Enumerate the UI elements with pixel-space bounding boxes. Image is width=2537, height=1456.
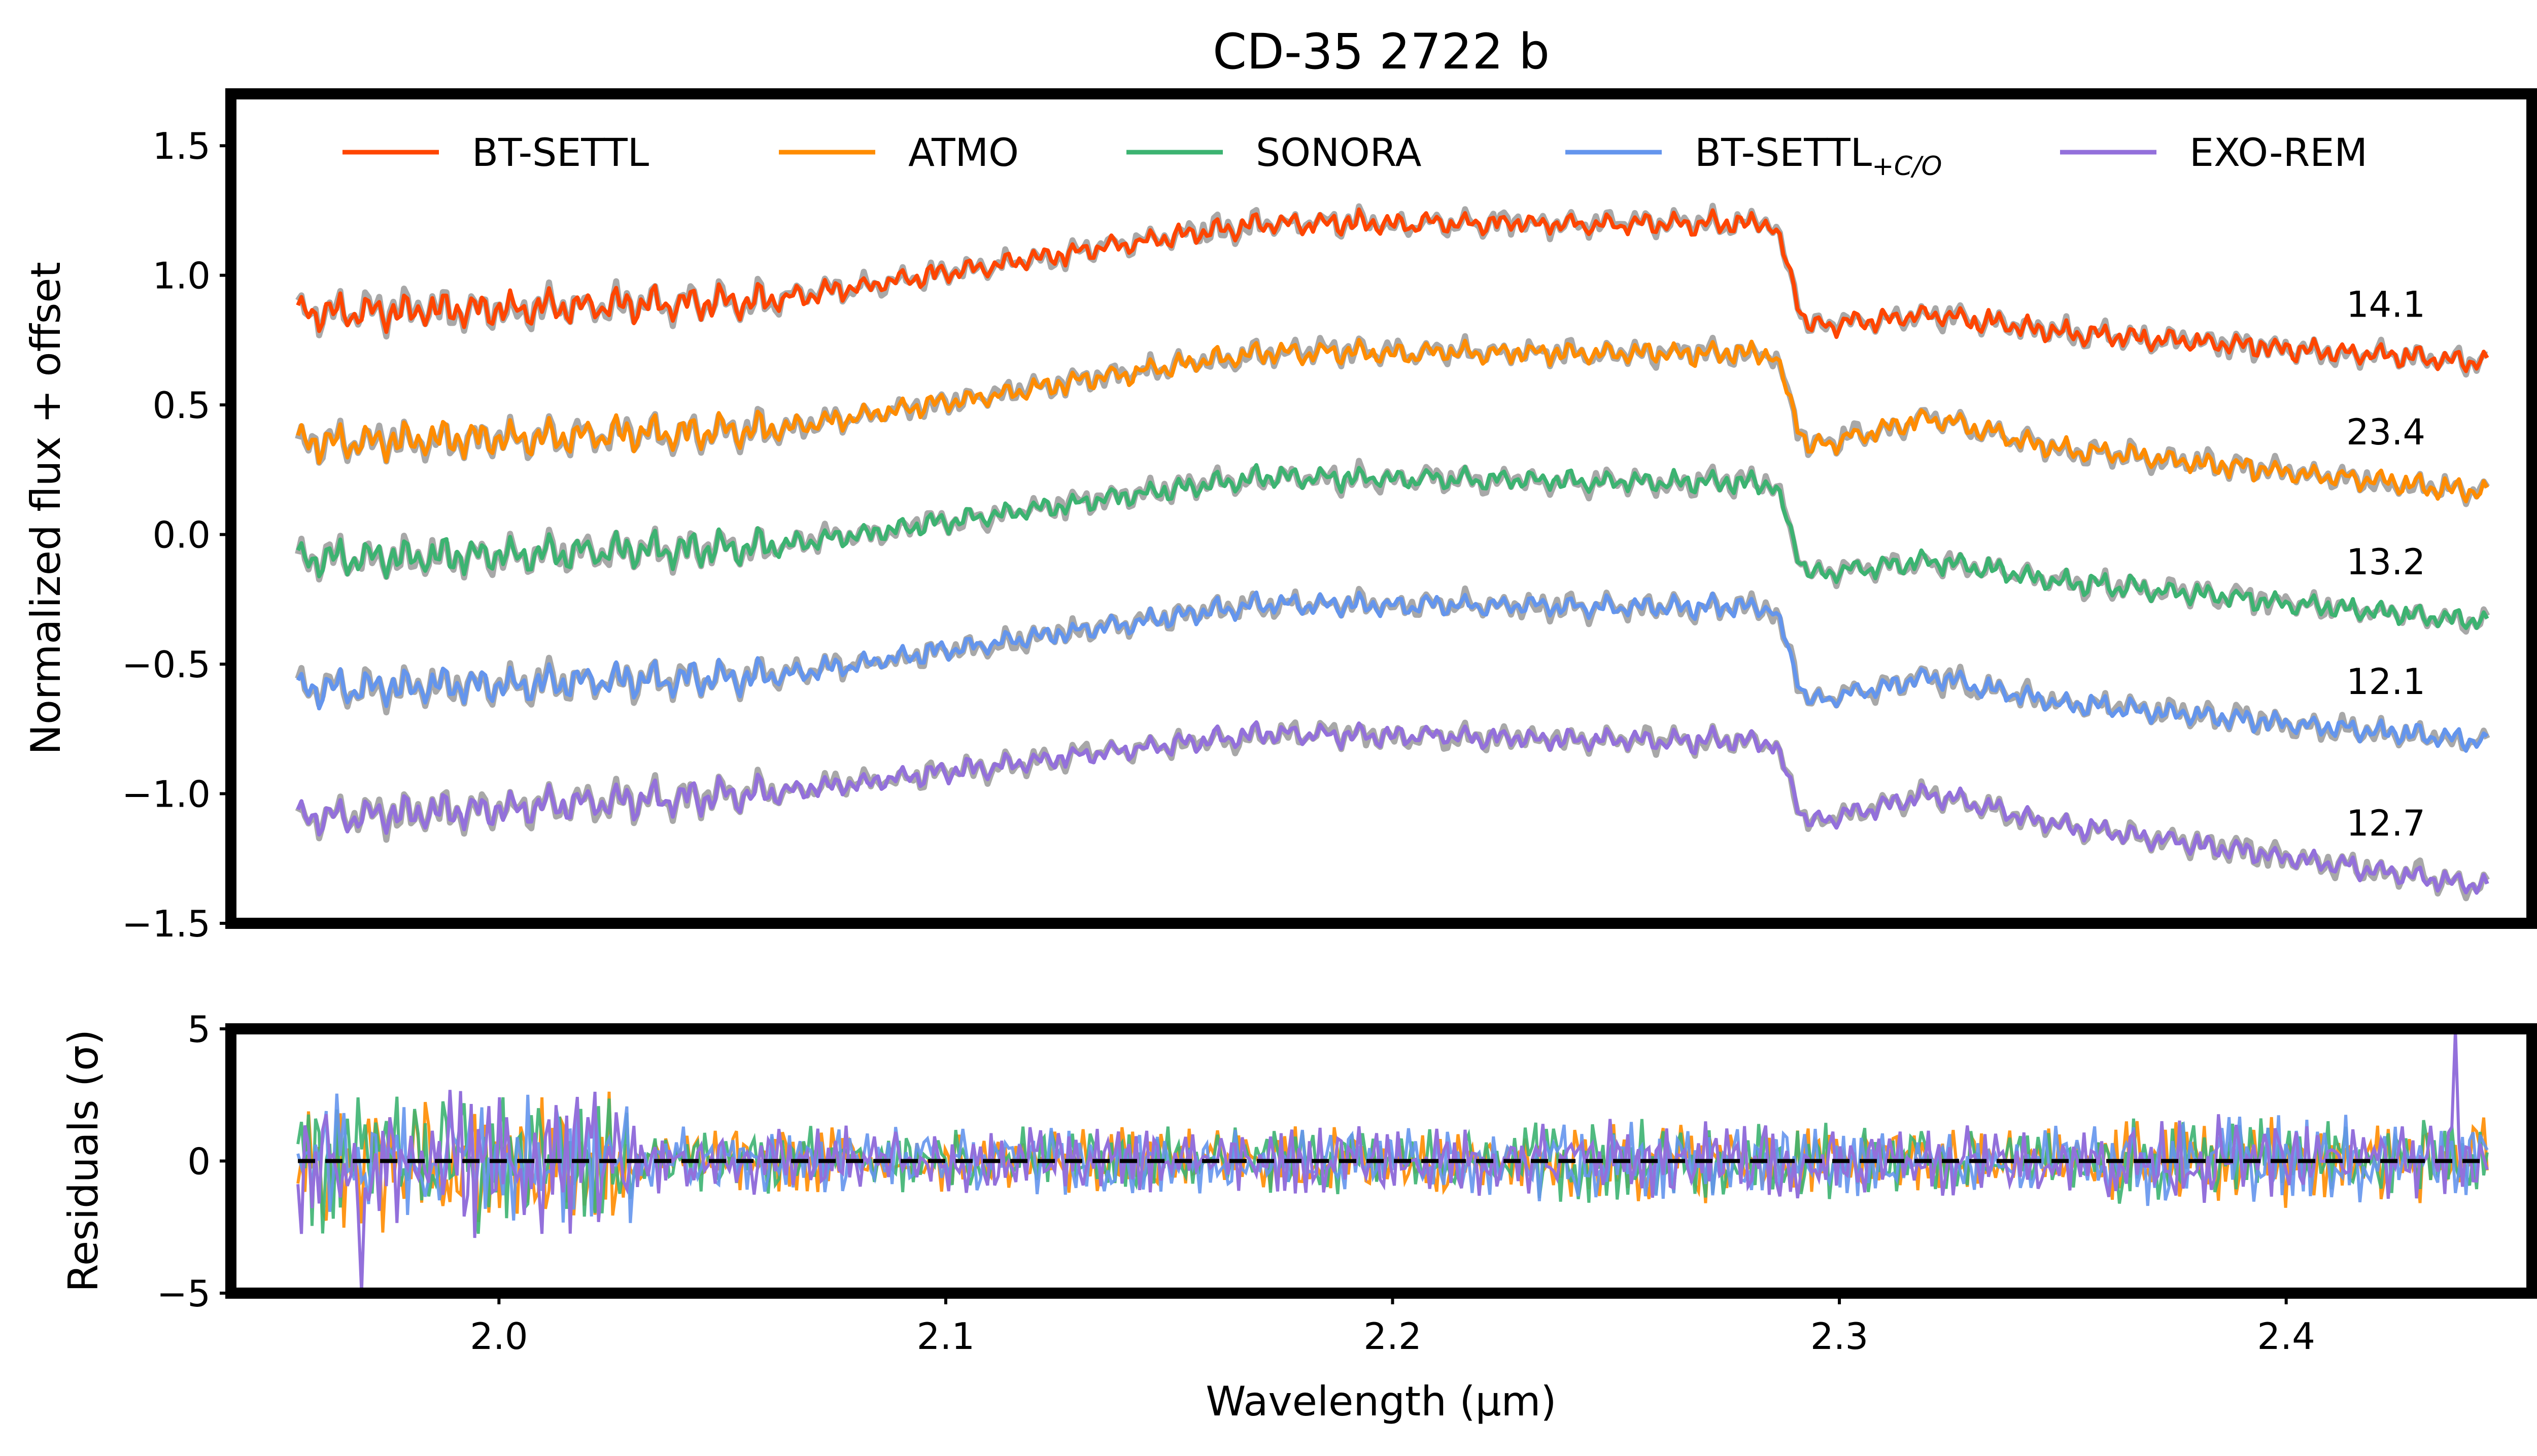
x-tick-label-3: 2.3 bbox=[1810, 1315, 1869, 1358]
model-line-3 bbox=[296, 591, 2489, 753]
flux-y-tick-label-6: −1.5 bbox=[122, 903, 211, 945]
model-line-4 bbox=[296, 720, 2489, 895]
model-line-2 bbox=[296, 463, 2489, 630]
residual-line-3 bbox=[296, 1029, 2489, 1293]
flux-y-axis-label: Normalized flux + offset bbox=[22, 262, 70, 755]
observed-spectrum-4 bbox=[295, 719, 2490, 902]
chi-label-1: 23.4 bbox=[2346, 411, 2425, 453]
x-axis-label: Wavelength (μm) bbox=[1206, 1378, 1556, 1425]
legend-label-2: SONORA bbox=[1256, 130, 1421, 175]
legend: BT-SETTL ATMO SONORA BT-SETTL+C/O EXO-REM bbox=[342, 130, 2368, 182]
legend-subscript-3: +C/O bbox=[1872, 151, 1942, 182]
flux-panel-frame bbox=[225, 88, 2537, 929]
model-spectra bbox=[296, 207, 2489, 895]
flux-y-tick-label-2: 0.5 bbox=[152, 384, 211, 427]
legend-label-4: EXO-REM bbox=[2189, 130, 2368, 175]
x-tick-label-4: 2.4 bbox=[2257, 1315, 2315, 1358]
x-tick-label-2: 2.2 bbox=[1363, 1315, 1422, 1358]
residual-series bbox=[296, 1029, 2489, 1293]
chi-square-labels: 14.1 23.4 13.2 12.1 12.7 bbox=[2346, 284, 2425, 844]
residuals-y-ticks: 5 0 −5 bbox=[157, 1008, 231, 1315]
flux-y-tick-label-1: 1.0 bbox=[152, 255, 211, 297]
chi-label-2: 13.2 bbox=[2346, 541, 2425, 583]
residuals-panel: 5 0 −5 2.0 2.1 2.2 2.3 2.4 Residuals (σ) Wavel… bbox=[60, 1008, 2537, 1425]
legend-label-0: BT-SETTL bbox=[472, 130, 649, 175]
flux-y-tick-label-5: −1.0 bbox=[122, 773, 211, 816]
legend-label-3: BT-SETTL+C/O bbox=[1695, 130, 1942, 182]
chi-label-3: 12.1 bbox=[2346, 661, 2425, 703]
chart-title: CD-35 2722 b bbox=[1213, 23, 1550, 80]
chi-label-0: 14.1 bbox=[2346, 284, 2425, 326]
model-line-1 bbox=[296, 338, 2489, 504]
flux-y-tick-label-3: 0.0 bbox=[152, 514, 211, 557]
x-tick-label-1: 2.1 bbox=[917, 1315, 975, 1358]
legend-label-1: ATMO bbox=[908, 130, 1019, 175]
chi-label-4: 12.7 bbox=[2346, 803, 2425, 844]
x-tick-label-0: 2.0 bbox=[470, 1315, 528, 1358]
model-line-0 bbox=[296, 207, 2489, 373]
flux-y-tick-label-4: −0.5 bbox=[122, 643, 211, 686]
flux-panel: 14.123.413.212.112.7 BT-SETTL ATMO SONORA B… bbox=[22, 88, 2537, 945]
residuals-y-axis-label: Residuals (σ) bbox=[60, 1029, 107, 1292]
x-axis-ticks: 2.0 2.1 2.2 2.3 2.4 bbox=[470, 1293, 2315, 1358]
flux-y-ticks: 1.5 1.0 0.5 0.0 −0.5 −1.0 −1.5 bbox=[122, 125, 231, 945]
residuals-y-tick-label-0: 5 bbox=[187, 1008, 211, 1051]
residuals-y-tick-label-2: −5 bbox=[157, 1272, 211, 1315]
residuals-y-tick-label-1: 0 bbox=[187, 1140, 211, 1183]
flux-y-tick-label-0: 1.5 bbox=[152, 125, 211, 167]
